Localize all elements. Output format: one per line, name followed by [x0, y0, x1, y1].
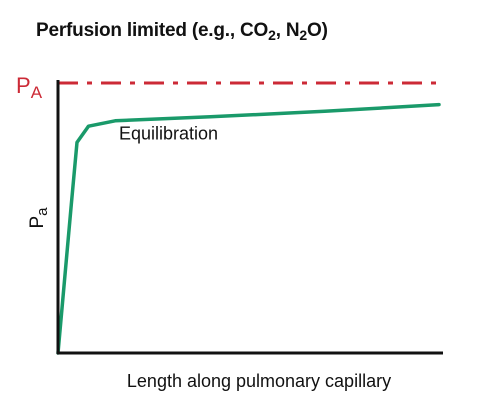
reference-line-label: PA	[16, 73, 43, 102]
chart-title-text: O)	[307, 20, 328, 41]
y-axis-label-base: P	[27, 216, 48, 229]
y-axis-label: Pa	[27, 207, 51, 229]
chart-title-subscript: 2	[268, 27, 276, 43]
reference-label-subscript: A	[31, 83, 43, 102]
chart-title-text: Perfusion limited (e.g., CO	[36, 20, 269, 41]
reference-label-base: P	[16, 73, 31, 98]
chart-title-text: , N	[275, 20, 300, 41]
y-axis-label-subscript: a	[34, 207, 51, 216]
chart-title: Perfusion limited (e.g., CO2, N2O)	[36, 20, 328, 42]
x-axis-label: Length along pulmonary capillary	[127, 371, 391, 391]
svg-text:Pa: Pa	[27, 207, 51, 229]
series-line	[56, 102, 441, 355]
chart-title-subscript: 2	[299, 27, 308, 43]
annotation-label: Equilibration	[119, 124, 218, 144]
